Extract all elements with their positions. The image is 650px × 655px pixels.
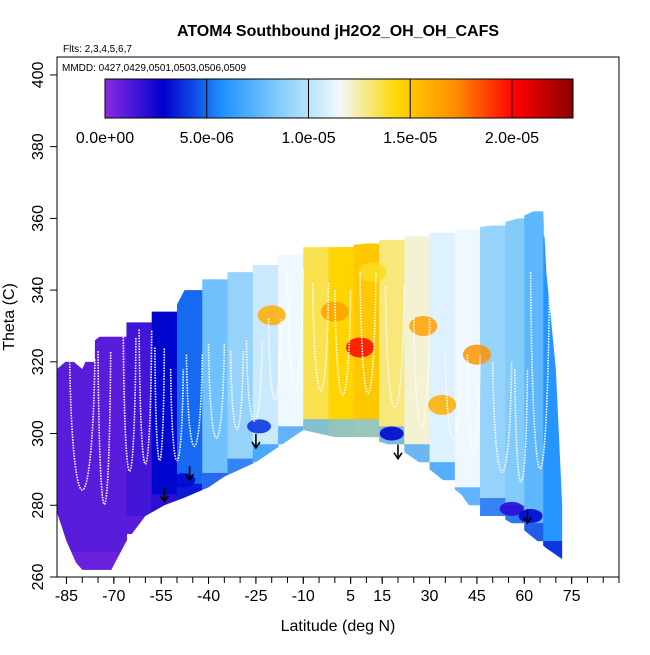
flight-track <box>384 286 406 409</box>
flight-track <box>529 272 551 470</box>
colorbar-bar <box>104 78 574 119</box>
heat-cell <box>404 236 431 463</box>
flight-track <box>245 340 264 422</box>
x-tick-label: -70 <box>102 588 125 605</box>
flights-label: Flts: 2,3,4,5,6,7 <box>63 44 132 55</box>
heat-cell <box>303 247 330 438</box>
heat-hotspot <box>462 344 491 365</box>
heat-lowspot <box>499 501 524 516</box>
profile-arrow-head <box>251 441 261 450</box>
x-tick-label: -10 <box>292 588 315 605</box>
flight-track <box>185 354 204 447</box>
y-tick-label: 400 <box>30 61 47 88</box>
flight-track <box>311 282 330 392</box>
flight-track <box>154 347 166 462</box>
profile-arrow-head <box>393 452 403 461</box>
heat-hotspot <box>346 337 375 358</box>
heat-hotspot <box>428 394 457 415</box>
heat-lowspot <box>171 473 196 488</box>
colorbar-tick-label: 0.0e+00 <box>76 130 134 147</box>
profile-arrow-head <box>184 473 195 482</box>
mask-above <box>57 57 619 560</box>
flight-track <box>412 318 431 428</box>
heat-lowspot <box>379 426 404 441</box>
colorbar-tick-label: 2.0e-05 <box>485 130 539 147</box>
profile-arrow-head <box>522 516 533 525</box>
y-tick-label: 320 <box>30 348 47 375</box>
x-tick-label: -55 <box>150 588 173 605</box>
y-tick-label: 360 <box>30 205 47 232</box>
y-tick-label: 260 <box>30 564 47 591</box>
heat-cell-low <box>480 498 506 517</box>
colorbar: 0.0e+00 5.0e-06 1.0e-05 1.5e-05 2.0e-05 <box>76 78 574 147</box>
heatmap-layer <box>57 57 619 577</box>
x-tick-label: 45 <box>468 588 486 605</box>
x-axis: -85 -70 -55 -40 -25 -10 5 15 30 45 60 75 <box>55 577 620 605</box>
x-tick-label: -40 <box>197 588 220 605</box>
heat-cell-low <box>353 419 380 438</box>
x-tick-label: 5 <box>346 588 355 605</box>
heat-hotspot <box>358 262 387 283</box>
flight-track <box>359 272 377 394</box>
flight-track <box>267 318 282 401</box>
x-tick-label: -85 <box>55 588 78 605</box>
chart-title: ATOM4 Southbound jH2O2_OH_OH_CAFS <box>177 23 499 40</box>
heat-cell <box>202 279 229 491</box>
y-tick-label: 380 <box>30 133 47 160</box>
heat-hotspot <box>257 305 286 326</box>
y-tick-label: 340 <box>30 277 47 304</box>
flight-track <box>207 343 226 439</box>
y-axis-label: Theta (C) <box>1 283 18 351</box>
heat-cell <box>94 336 128 570</box>
flight-track <box>122 336 137 473</box>
y-tick-label: 300 <box>30 420 47 447</box>
colorbar-tick-label: 1.5e-05 <box>383 130 437 147</box>
flight-tracks-layer <box>68 268 551 505</box>
flight-track <box>68 358 96 491</box>
plot-frame <box>56 56 620 578</box>
flight-track <box>444 351 462 441</box>
x-tick-label: 60 <box>515 588 533 605</box>
flight-track <box>229 351 245 430</box>
colorbar-tick-label: 5.0e-06 <box>180 130 234 147</box>
profile-arrows-layer <box>159 433 533 525</box>
heat-lowspot <box>247 419 272 434</box>
x-tick-label: 15 <box>373 588 391 605</box>
mask-below <box>57 429 619 577</box>
profile-arrow-head <box>159 495 170 504</box>
heat-cell <box>524 211 544 542</box>
heat-lowspot <box>518 509 543 524</box>
x-tick-label: -25 <box>244 588 267 605</box>
flight-track <box>466 354 481 455</box>
heat-cell <box>429 232 456 481</box>
colorbar-tick-label: 1.0e-05 <box>281 130 335 147</box>
flight-track <box>286 268 305 391</box>
flight-track <box>169 368 185 462</box>
heat-cell <box>454 229 481 506</box>
flight-track <box>138 329 153 465</box>
x-axis-label: Latitude (deg N) <box>281 618 396 635</box>
x-tick-label: 75 <box>563 588 581 605</box>
heat-cell-low <box>328 419 355 438</box>
flight-track <box>514 368 529 483</box>
x-tick-label: 30 <box>421 588 439 605</box>
flight-track <box>97 351 112 505</box>
y-axis: 260 280 300 320 340 360 380 400 <box>30 61 57 590</box>
heat-hotspot <box>409 315 438 336</box>
y-tick-label: 280 <box>30 492 47 519</box>
flight-track <box>491 361 513 473</box>
heat-cell <box>505 218 525 524</box>
dates-label: MMDD: 0427,0429,0501,0503,0506,0509 <box>62 63 246 74</box>
flight-track <box>334 290 352 396</box>
heat-cell <box>278 254 304 445</box>
heat-hotspot <box>320 301 349 322</box>
